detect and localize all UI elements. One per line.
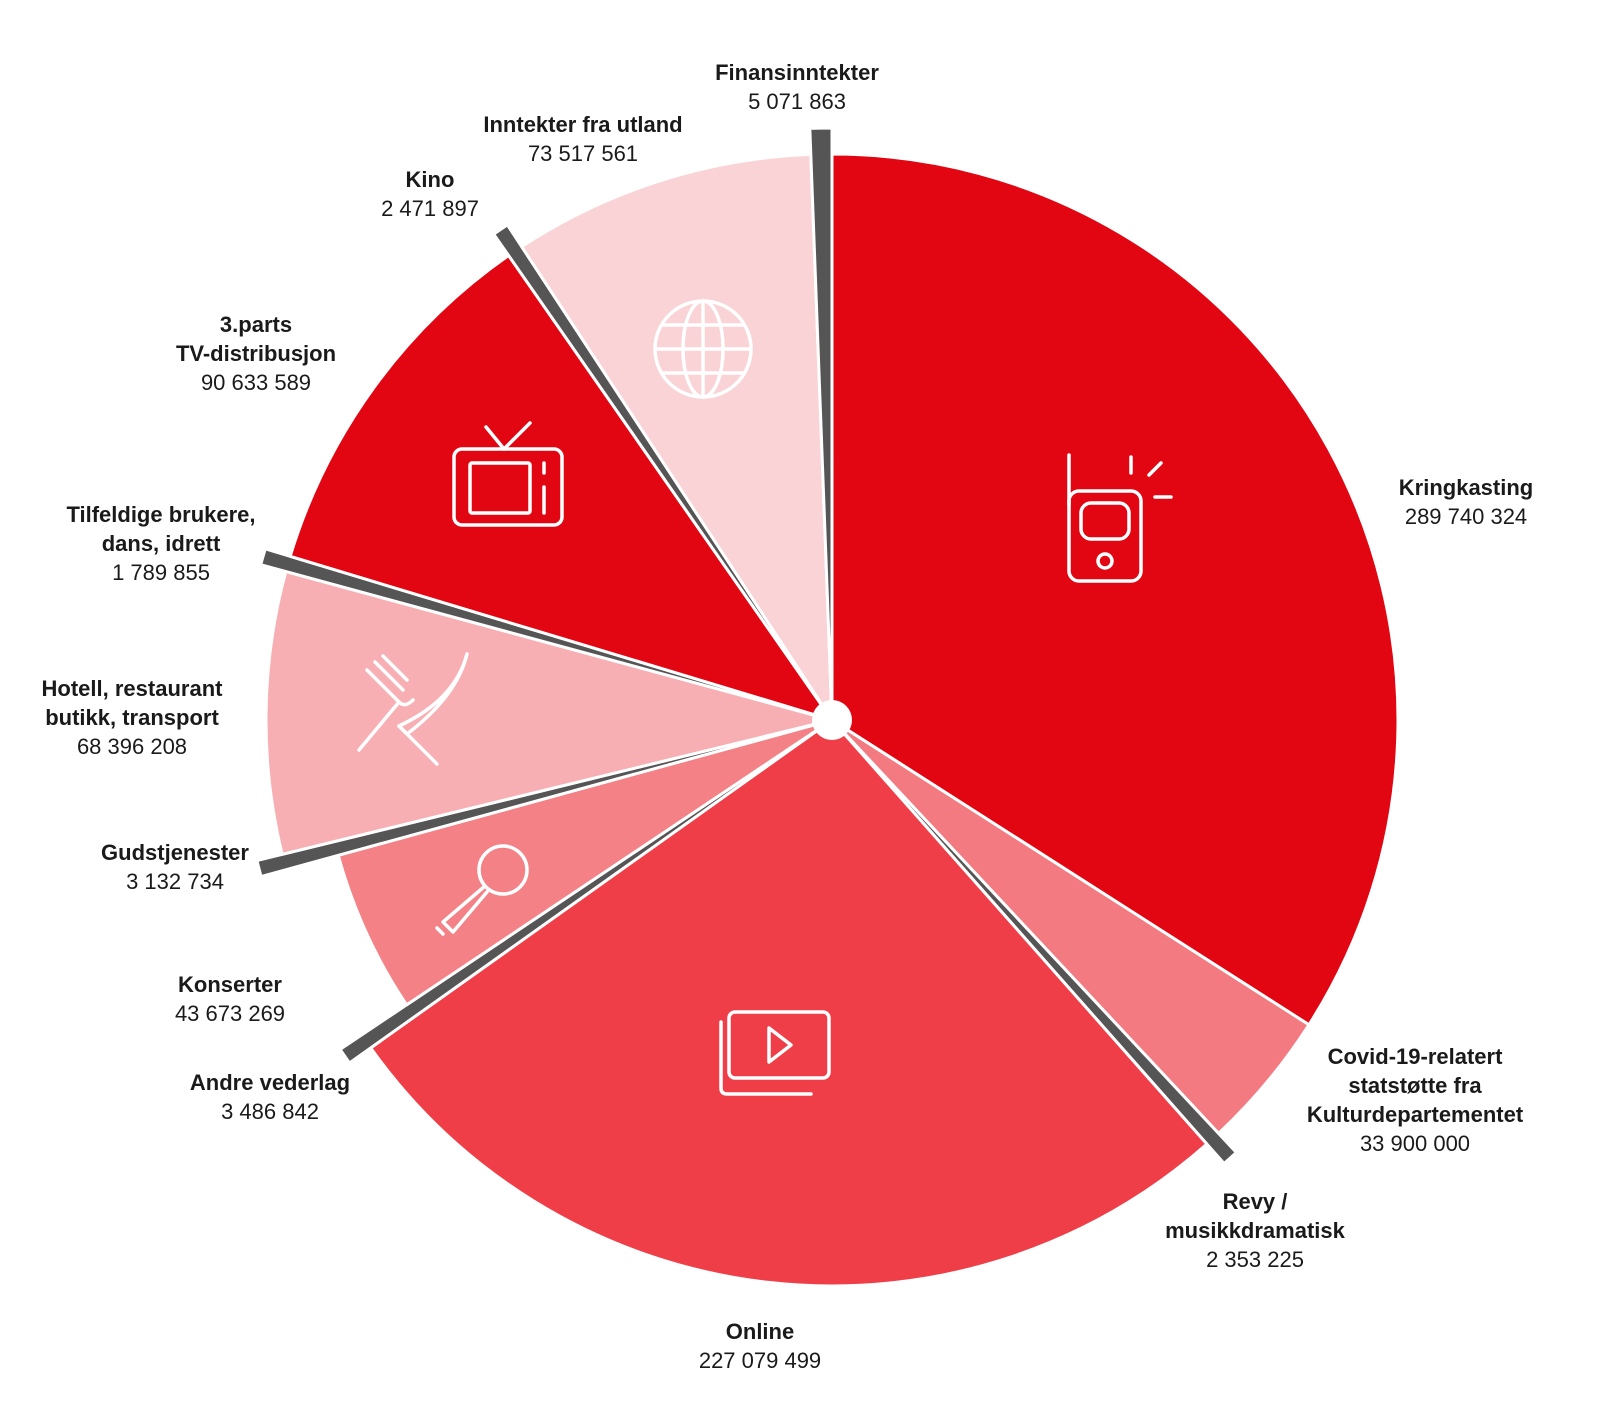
slice-label-name: Kino <box>405 167 455 192</box>
slice-label-name: Online <box>725 1319 795 1344</box>
slice-label-name: dans, idrett <box>101 531 221 556</box>
microphone-icon <box>435 844 529 936</box>
pie-slice <box>830 152 1400 1027</box>
pie-slice <box>808 126 834 722</box>
slice-label-value: 2 471 897 <box>381 196 479 221</box>
slice-label-value: 68 396 208 <box>76 734 188 759</box>
slice-label-name: Covid-19-relatert <box>1327 1044 1503 1069</box>
slice-label-name: butikk, transport <box>45 705 219 730</box>
slice-label: Tilfeldige brukere, dans, idrett 1 789 855 <box>1 500 321 587</box>
slice-label: Finansinntekter 5 071 863 <box>637 58 957 116</box>
slice-label: Revy / musikkdramatisk 2 353 225 <box>1095 1187 1415 1274</box>
slice-label: Gudstjenester 3 132 734 <box>15 838 335 896</box>
slice-label-name: Andre vederlag <box>189 1070 351 1095</box>
slice-label-name: Revy / <box>1222 1189 1288 1214</box>
slice-label-value: 73 517 561 <box>527 141 639 166</box>
pie-slice <box>492 223 834 722</box>
slice-label-name: Konserter <box>178 972 282 997</box>
slice-label: Covid-19-relatert statstøtte fra Kulturdep… <box>1255 1042 1575 1158</box>
slice-label-name: statstøtte fra <box>1348 1073 1482 1098</box>
slice-label-name: musikkdramatisk <box>1165 1218 1345 1243</box>
slice-label-name: Inntekter fra utland <box>483 112 683 137</box>
slice-label: Inntekter fra utland 73 517 561 <box>423 110 743 168</box>
tv-icon <box>452 421 564 527</box>
slice-label-value: 5 071 863 <box>748 89 846 114</box>
video-play-icon <box>719 1010 831 1096</box>
pie-slice <box>255 718 834 879</box>
slice-label-value: 1 789 855 <box>112 560 210 585</box>
slice-label-value: 33 900 000 <box>1359 1131 1471 1156</box>
slice-label-name: Kringkasting <box>1398 475 1534 500</box>
pie-slice <box>520 152 834 722</box>
slice-label-name: TV-distribusjon <box>175 341 337 366</box>
slice-label-name: Tilfeldige brukere, <box>66 502 256 527</box>
slice-label: Online 227 079 499 <box>600 1317 920 1375</box>
center-hole <box>812 700 852 740</box>
slice-label-name: Kulturdepartementet <box>1306 1102 1524 1127</box>
slice-label-name: Gudstjenester <box>101 840 249 865</box>
slice-label: Hotell, restaurant butikk, transport 68 39… <box>0 674 292 761</box>
globe-icon <box>653 299 753 399</box>
slice-label: Kringkasting 289 740 324 <box>1306 473 1600 531</box>
slice-label-value: 3 486 842 <box>221 1099 319 1124</box>
slice-label-value: 3 132 734 <box>126 869 224 894</box>
slice-label: 3.parts TV-distribusjon 90 633 589 <box>96 310 416 397</box>
pie-slice <box>336 718 834 1007</box>
pie-slice <box>338 718 834 1065</box>
slice-label-name: Finansinntekter <box>715 60 879 85</box>
fork-knife-icon <box>357 652 469 766</box>
slice-label: Kino 2 471 897 <box>270 165 590 223</box>
slice-label-value: 90 633 589 <box>200 370 312 395</box>
slice-label-value: 227 079 499 <box>698 1348 822 1373</box>
slice-label-value: 289 740 324 <box>1404 504 1528 529</box>
pie-slice <box>830 718 1238 1166</box>
pie-slice <box>264 570 834 856</box>
slice-label-name: Hotell, restaurant <box>41 676 223 701</box>
slice-label: Andre vederlag 3 486 842 <box>110 1068 430 1126</box>
slice-label: Konserter 43 673 269 <box>70 970 390 1028</box>
slice-label-value: 2 353 225 <box>1206 1247 1304 1272</box>
radio-icon <box>1067 453 1173 583</box>
slice-label-value: 43 673 269 <box>174 1001 286 1026</box>
pie-slice <box>369 718 1209 1288</box>
slice-label-name: 3.parts <box>219 312 293 337</box>
